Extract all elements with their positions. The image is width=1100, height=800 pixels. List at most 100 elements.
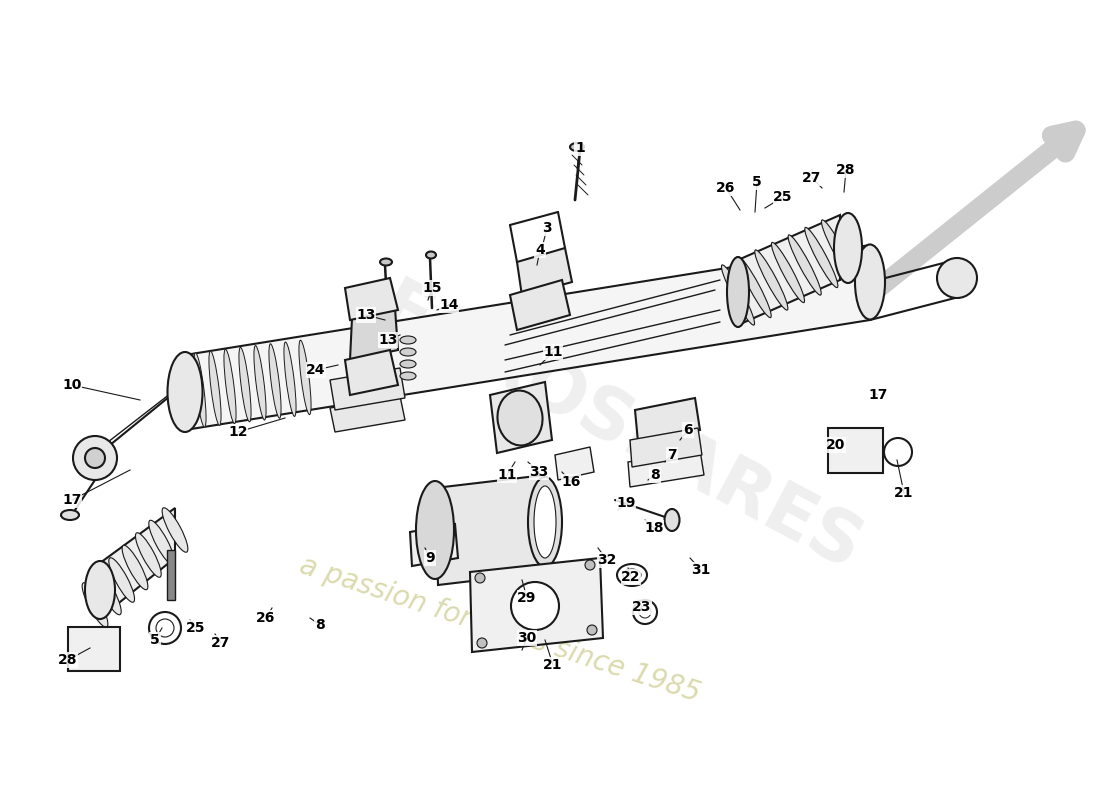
Text: 30: 30	[517, 631, 537, 645]
Ellipse shape	[400, 360, 416, 368]
Polygon shape	[345, 350, 398, 395]
Polygon shape	[350, 308, 398, 360]
Ellipse shape	[224, 349, 236, 424]
Circle shape	[85, 448, 104, 468]
Polygon shape	[510, 280, 570, 330]
Ellipse shape	[617, 564, 647, 586]
Polygon shape	[330, 368, 405, 410]
Text: 1: 1	[575, 141, 585, 155]
Circle shape	[639, 606, 651, 618]
Polygon shape	[490, 382, 552, 453]
Text: 21: 21	[894, 486, 914, 500]
Circle shape	[475, 573, 485, 583]
Text: 26: 26	[256, 611, 276, 625]
Circle shape	[148, 612, 182, 644]
Text: 13: 13	[378, 333, 398, 347]
Polygon shape	[517, 248, 572, 296]
Ellipse shape	[268, 344, 282, 418]
Ellipse shape	[570, 143, 584, 151]
Text: 24: 24	[306, 363, 326, 377]
Text: a passion for parts since 1985: a passion for parts since 1985	[296, 552, 704, 708]
Ellipse shape	[805, 227, 838, 288]
Text: 11: 11	[497, 468, 517, 482]
Ellipse shape	[822, 220, 855, 280]
Ellipse shape	[512, 582, 559, 630]
Text: 26: 26	[716, 181, 736, 195]
Circle shape	[632, 600, 657, 624]
Bar	[167, 550, 175, 600]
Text: 20: 20	[826, 438, 846, 452]
Ellipse shape	[162, 508, 188, 552]
Text: 14: 14	[439, 298, 459, 312]
Text: 7: 7	[668, 448, 676, 462]
Text: 25: 25	[773, 190, 793, 204]
Text: 16: 16	[561, 475, 581, 489]
Circle shape	[73, 436, 117, 480]
Ellipse shape	[788, 235, 822, 295]
Ellipse shape	[167, 352, 202, 432]
Ellipse shape	[755, 250, 788, 310]
Text: 28: 28	[58, 653, 78, 667]
Text: 5: 5	[752, 175, 762, 189]
Text: 25: 25	[186, 621, 206, 635]
Ellipse shape	[85, 561, 116, 619]
Circle shape	[585, 560, 595, 570]
Ellipse shape	[239, 347, 251, 422]
Ellipse shape	[135, 533, 162, 578]
Ellipse shape	[416, 481, 454, 579]
Text: 19: 19	[616, 496, 636, 510]
Ellipse shape	[299, 340, 311, 414]
Text: 11: 11	[543, 345, 563, 359]
Text: 13: 13	[356, 308, 376, 322]
Ellipse shape	[194, 353, 206, 427]
Text: 8: 8	[650, 468, 660, 482]
Ellipse shape	[379, 258, 392, 266]
Ellipse shape	[727, 257, 749, 327]
Ellipse shape	[664, 509, 680, 531]
Text: 21: 21	[543, 658, 563, 672]
Ellipse shape	[722, 265, 755, 325]
Ellipse shape	[82, 582, 108, 627]
Polygon shape	[185, 245, 870, 430]
Ellipse shape	[254, 346, 266, 420]
Text: 27: 27	[211, 636, 231, 650]
Ellipse shape	[623, 569, 641, 581]
Circle shape	[937, 258, 977, 298]
Text: 28: 28	[836, 163, 856, 177]
Bar	[68, 627, 120, 671]
Text: 17: 17	[868, 388, 888, 402]
Text: 27: 27	[802, 171, 822, 185]
Circle shape	[587, 625, 597, 635]
Ellipse shape	[109, 558, 134, 602]
Ellipse shape	[497, 390, 542, 446]
Ellipse shape	[534, 486, 556, 558]
Polygon shape	[556, 447, 594, 480]
Polygon shape	[330, 396, 405, 432]
Text: 3: 3	[542, 221, 552, 235]
Text: 17: 17	[63, 493, 81, 507]
Polygon shape	[628, 450, 704, 487]
Polygon shape	[630, 428, 702, 467]
Text: 4: 4	[535, 243, 544, 257]
Polygon shape	[470, 558, 603, 652]
Ellipse shape	[400, 372, 416, 380]
Text: 18: 18	[645, 521, 663, 535]
Text: 33: 33	[529, 465, 549, 479]
Text: EUROSPARES: EUROSPARES	[367, 274, 873, 586]
Polygon shape	[635, 398, 700, 442]
Polygon shape	[100, 508, 175, 618]
Ellipse shape	[771, 242, 804, 302]
Text: 29: 29	[517, 591, 537, 605]
Circle shape	[884, 438, 912, 466]
Ellipse shape	[122, 546, 147, 590]
Ellipse shape	[400, 336, 416, 344]
Text: 23: 23	[632, 600, 651, 614]
Ellipse shape	[148, 520, 175, 565]
Ellipse shape	[834, 213, 862, 283]
Circle shape	[477, 638, 487, 648]
Ellipse shape	[426, 251, 436, 258]
Text: 9: 9	[426, 551, 434, 565]
Text: 12: 12	[229, 425, 248, 439]
Text: 32: 32	[597, 553, 617, 567]
Text: 22: 22	[621, 570, 640, 584]
